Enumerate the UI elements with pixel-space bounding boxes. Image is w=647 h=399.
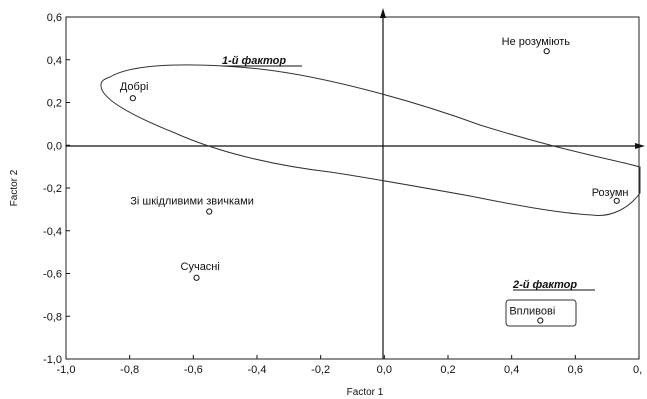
y-tick-label: 0,6 [47,12,62,24]
y-tick-label: 0,2 [47,98,62,110]
data-points: Не розуміють Добрі Розумн Зі шкідливими зви… [120,36,629,324]
data-point [206,208,213,215]
x-tick-label: -1,0 [57,364,76,376]
y-axis-arrowhead [380,8,386,18]
factor-2-box [505,299,577,327]
x-axis-ticks: -1,0 -0,8 -0,6 -0,4 -0,2 0,0 0,2 0,4 0,6 0, [57,355,642,376]
data-point-label: Не розуміють [502,36,571,48]
x-tick-label: 0,2 [440,364,455,376]
y-tick-label: -0,8 [43,311,62,323]
y-tick-label: -0,2 [43,183,62,195]
data-point [193,274,200,281]
y-axis-ticks: 0,6 0,4 0,2 0,0 -0,2 -0,4 -0,6 -0,8 -1,0 [43,12,70,366]
data-point-label: Зі шкідливими звичками [130,196,254,208]
data-point-label: Сучасні [181,261,220,273]
factor-1-cluster-outline [100,64,641,216]
x-tick-label: -0,2 [311,364,330,376]
x-tick-label: 0, [633,364,642,376]
data-point [543,48,550,55]
data-point [613,197,620,204]
x-tick-label: 0,4 [504,364,519,376]
y-tick-label: -0,4 [43,226,62,238]
data-point [537,317,544,324]
data-point [129,95,136,102]
x-tick-label: -0,6 [184,364,203,376]
y-tick-label: -0,6 [43,269,62,281]
x-axis-title: Factor 1 [347,387,384,398]
x-tick-label: -0,8 [120,364,139,376]
y-tick-label: -1,0 [43,354,62,366]
y-axis-title: Factor 2 [9,169,20,206]
data-point-label: Впливові [509,306,555,318]
y-tick-label: 0,4 [47,55,62,67]
y-tick-label: 0,0 [47,140,62,152]
x-tick-label: -0,4 [248,364,267,376]
x-axis-arrowhead [635,143,645,149]
x-tick-label: 0,6 [568,364,583,376]
x-tick-label: 0,0 [377,364,392,376]
data-point-label: Добрі [120,81,149,93]
factor-2-annotation: 2-й фактор [512,279,577,291]
factor-1-annotation: 1-й фактор [222,55,286,67]
data-point-label: Розумн [592,187,629,199]
